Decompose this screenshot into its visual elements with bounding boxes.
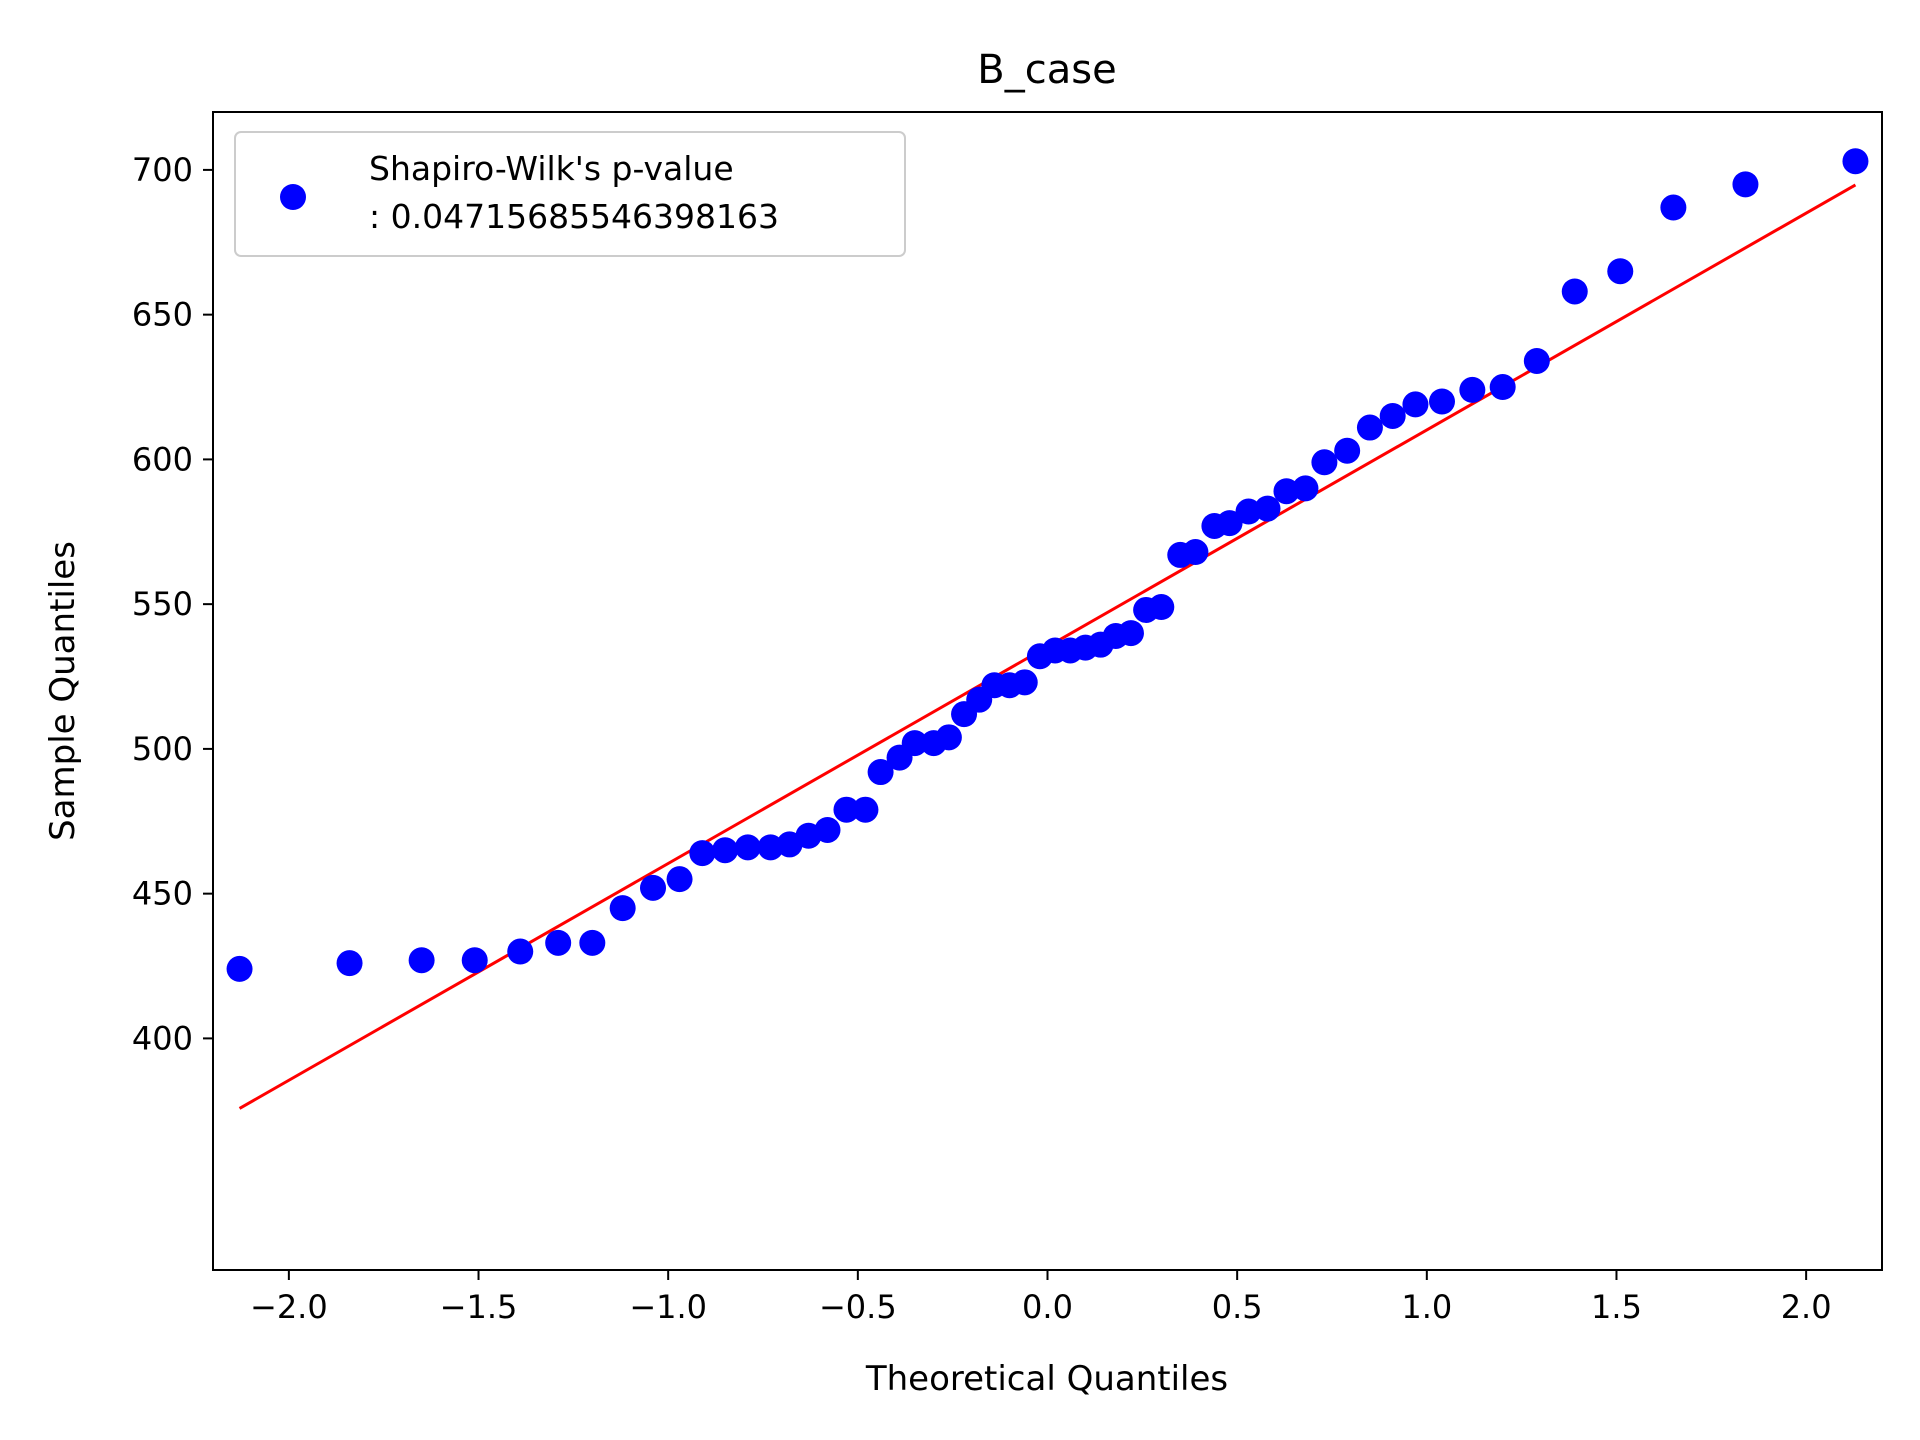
legend-label-line-2: : 0.04715685546398163: [369, 197, 779, 236]
data-point: [461, 947, 488, 974]
legend: Shapiro-Wilk's p-value : 0.0471568554639…: [234, 131, 906, 257]
y-tick-label: 600: [132, 440, 193, 478]
data-point: [901, 730, 928, 757]
data-point: [1356, 414, 1383, 441]
data-point: [1842, 148, 1869, 175]
data-point: [1660, 194, 1687, 221]
data-point: [640, 874, 667, 901]
data-point: [1732, 171, 1759, 198]
data-point: [1489, 374, 1516, 401]
x-tick-label: 0.5: [1212, 1288, 1263, 1326]
x-tick-label: 2.0: [1781, 1288, 1832, 1326]
x-tick-label: 1.0: [1401, 1288, 1452, 1326]
data-point: [1148, 594, 1175, 621]
data-point: [507, 938, 534, 965]
data-point: [1254, 495, 1281, 522]
data-point: [1561, 278, 1588, 305]
data-point: [867, 759, 894, 786]
x-tick-label: −2.0: [250, 1288, 328, 1326]
x-tick-label: 1.5: [1591, 1288, 1642, 1326]
legend-box: [234, 131, 906, 257]
data-point: [1402, 391, 1429, 418]
plot-area: [226, 148, 1869, 1110]
y-tick-label: 550: [132, 585, 193, 623]
data-point: [1523, 347, 1550, 374]
data-point: [1334, 437, 1361, 464]
data-point: [935, 724, 962, 751]
data-point: [1379, 402, 1406, 429]
y-tick-label: 650: [132, 296, 193, 334]
x-tick-label: −1.0: [629, 1288, 707, 1326]
data-point: [1459, 376, 1486, 403]
y-axis-label: Sample Quantiles: [43, 541, 83, 841]
legend-marker: [280, 184, 306, 210]
chart-title: B_case: [977, 47, 1116, 93]
data-point: [734, 834, 761, 861]
data-point: [666, 866, 693, 893]
data-point: [833, 796, 860, 823]
data-point: [408, 947, 435, 974]
data-point: [609, 895, 636, 922]
data-point: [1311, 449, 1338, 476]
legend-label-line-1: Shapiro-Wilk's p-value: [369, 149, 734, 188]
scatter-points: [226, 148, 1869, 982]
data-point: [336, 950, 363, 977]
x-tick-label: −1.5: [440, 1288, 518, 1326]
x-tick-label: 0.0: [1022, 1288, 1073, 1326]
y-tick-label: 450: [132, 875, 193, 913]
x-axis-label: Theoretical Quantiles: [865, 1359, 1228, 1399]
data-point: [712, 837, 739, 864]
y-tick-label: 500: [132, 730, 193, 768]
data-point: [814, 816, 841, 843]
data-point: [1428, 388, 1455, 415]
data-point: [852, 796, 879, 823]
data-point: [545, 929, 572, 956]
data-point: [1216, 510, 1243, 537]
data-point: [1011, 669, 1038, 696]
data-point: [226, 955, 253, 982]
y-tick-label: 700: [132, 151, 193, 189]
data-point: [579, 929, 606, 956]
y-tick-label: 400: [132, 1019, 193, 1057]
data-point: [1182, 539, 1209, 566]
x-axis-ticks: −2.0 −1.5 −1.0 −0.5 0.0 0.5 1.0 1.5 2.0: [250, 1270, 1832, 1326]
data-point: [1117, 620, 1144, 647]
x-tick-label: −0.5: [819, 1288, 897, 1326]
data-point: [689, 840, 716, 867]
y-axis-ticks: 400 450 500 550 600 650 700: [132, 151, 213, 1057]
data-point: [1607, 258, 1634, 285]
data-point: [1292, 475, 1319, 502]
